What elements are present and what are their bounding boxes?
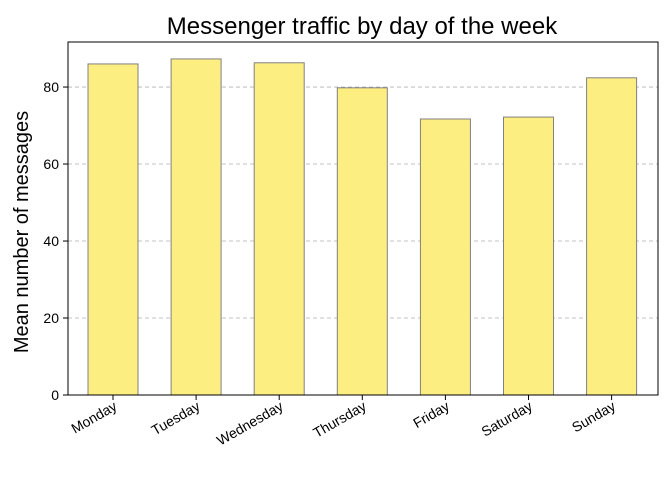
y-tick-label: 0 [51,387,59,403]
chart-title: Messenger traffic by day of the week [167,13,558,40]
y-axis-ticks: 0 20 40 60 80 [43,79,68,403]
y-tick-label: 60 [43,156,59,172]
bar-wednesday [253,62,305,396]
bar-sunday [586,77,638,396]
x-axis-ticks: Monday Tuesday Wednesday Thursday Friday Satu… [68,395,618,448]
bar-saturday [503,116,554,396]
bars [87,58,638,396]
y-tick-label: 20 [43,310,59,326]
bar-friday [419,118,471,396]
y-tick-label: 40 [43,233,59,249]
x-tick-label: Sunday [569,398,618,436]
x-tick-label: Wednesday [214,398,286,449]
y-axis-label: Mean number of messages [11,111,33,353]
bar-thursday [336,87,388,396]
y-tick-label: 80 [43,79,59,95]
x-tick-label: Friday [410,398,452,431]
bar-monday [87,63,139,396]
bar-tuesday [170,58,222,396]
x-tick-label: Tuesday [149,398,203,438]
x-tick-label: Thursday [310,398,369,441]
plot-frame [67,41,659,396]
x-tick-label: Monday [68,398,119,437]
x-tick-label: Saturday [478,398,535,440]
